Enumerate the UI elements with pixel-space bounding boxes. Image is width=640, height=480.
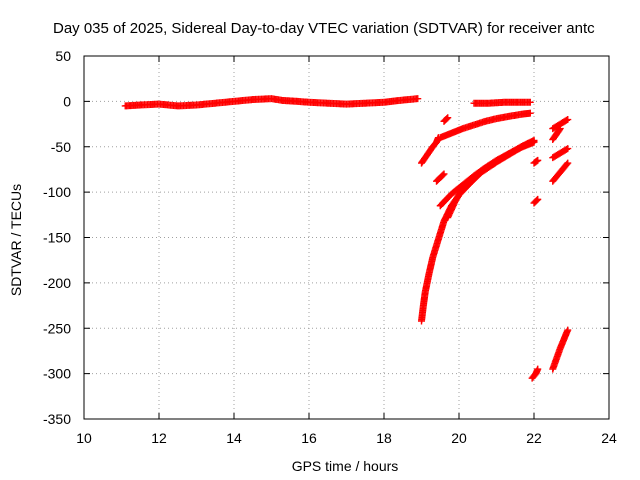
y-tick-label: -100 bbox=[43, 184, 71, 200]
data-point bbox=[564, 159, 572, 167]
data-point bbox=[526, 109, 534, 117]
data-point bbox=[534, 156, 542, 164]
series-arc-5 bbox=[433, 170, 448, 185]
data-point bbox=[534, 365, 542, 373]
x-axis-label: GPS time / hours bbox=[291, 458, 399, 474]
series-arc-16 bbox=[528, 365, 542, 382]
grid-lines bbox=[84, 56, 609, 419]
x-tick-label: 10 bbox=[76, 430, 92, 446]
data-point bbox=[564, 326, 572, 334]
y-tick-label: -300 bbox=[43, 366, 71, 382]
series-arc-7 bbox=[418, 136, 538, 325]
series-arc-6 bbox=[436, 109, 534, 142]
data-point bbox=[563, 160, 571, 168]
y-tick-label: 50 bbox=[55, 48, 71, 64]
data-point bbox=[444, 114, 452, 122]
data-point bbox=[563, 116, 570, 124]
series-arc-15 bbox=[549, 159, 572, 185]
y-tick-label: -250 bbox=[43, 320, 71, 336]
y-tick-label: -50 bbox=[51, 139, 71, 155]
data-point bbox=[533, 196, 541, 204]
series-arc-1 bbox=[121, 95, 422, 110]
series-arc-3 bbox=[418, 134, 442, 167]
series-arc-14 bbox=[549, 145, 572, 162]
y-tick-label: -200 bbox=[43, 275, 71, 291]
data-point bbox=[414, 95, 422, 103]
y-tick-label: -350 bbox=[43, 411, 71, 427]
series-arc-4 bbox=[440, 114, 452, 125]
series-arc-11 bbox=[530, 156, 542, 167]
data-point bbox=[530, 137, 538, 145]
data-points bbox=[121, 95, 572, 382]
data-point bbox=[564, 145, 572, 153]
x-tick-label: 18 bbox=[376, 430, 392, 446]
x-tick-label: 24 bbox=[601, 430, 617, 446]
series-arc-9 bbox=[444, 137, 538, 222]
data-point bbox=[534, 195, 542, 203]
data-point bbox=[440, 170, 448, 178]
data-point bbox=[443, 115, 451, 123]
x-tick-label: 22 bbox=[526, 430, 542, 446]
data-point bbox=[439, 171, 447, 179]
series-arc-17 bbox=[549, 326, 572, 373]
series-arc-10 bbox=[530, 195, 542, 207]
axis-ticks: 10 12 14 16 18 20 22 24 50 0 -50 -100 -150 -200 -250 -3… bbox=[43, 48, 617, 446]
series-arc-13 bbox=[549, 116, 572, 133]
y-tick-label: -150 bbox=[43, 230, 71, 246]
series-arc-12 bbox=[549, 125, 564, 143]
data-point bbox=[563, 145, 570, 153]
series-arc-2 bbox=[470, 98, 534, 107]
x-tick-label: 14 bbox=[226, 430, 242, 446]
x-tick-label: 20 bbox=[451, 430, 467, 446]
chart-title: Day 035 of 2025, Sidereal Day-to-day VTE… bbox=[53, 20, 595, 37]
x-tick-label: 12 bbox=[151, 430, 167, 446]
data-point bbox=[564, 116, 572, 124]
y-tick-label: 0 bbox=[63, 93, 71, 109]
x-tick-label: 16 bbox=[301, 430, 317, 446]
data-point bbox=[526, 98, 534, 106]
